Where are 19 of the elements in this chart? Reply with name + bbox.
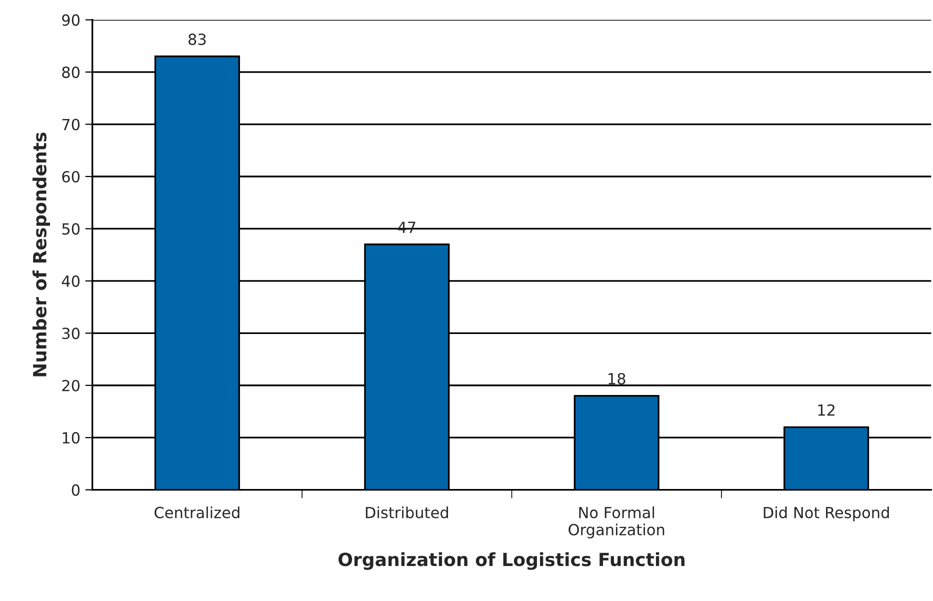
y-tick-label: 0 xyxy=(72,484,80,496)
y-tick-label: 80 xyxy=(62,66,80,78)
y-tick-label: 20 xyxy=(62,380,80,392)
x-axis-title: Organization of Logistics Function xyxy=(338,552,684,570)
data-label: 83 xyxy=(188,34,206,46)
data-label: 18 xyxy=(608,372,626,385)
y-tick-label: 60 xyxy=(62,170,80,183)
x-tick-label: Centralized xyxy=(154,506,240,518)
y-tick-label: 10 xyxy=(62,432,80,444)
x-tick-label: Distributed xyxy=(366,506,448,518)
x-tick-label: No Formal Organization xyxy=(568,506,664,538)
y-tick-label: 70 xyxy=(62,118,80,130)
y-tick-label: 40 xyxy=(62,275,80,287)
y-tick-label: 50 xyxy=(62,223,80,235)
x-tick-label: Did Not Respond xyxy=(764,506,889,522)
data-label: 12 xyxy=(818,404,834,416)
y-tick-label: 30 xyxy=(62,328,80,340)
y-tick-label: 90 xyxy=(62,14,80,26)
y-axis-title: Number of Respondents xyxy=(32,132,50,376)
